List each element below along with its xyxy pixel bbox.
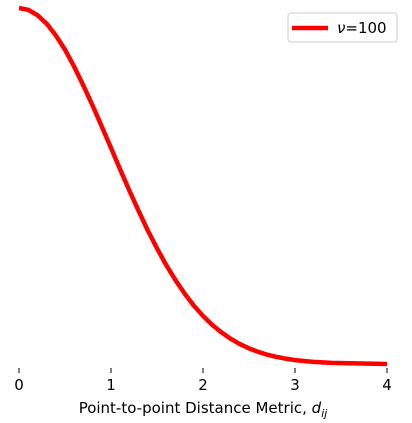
x-tick-label: 1 [106, 376, 116, 394]
x-tick-label: 0 [14, 376, 24, 394]
x-axis: 0 1 2 3 4 [14, 368, 392, 394]
x-tick-label: 2 [198, 376, 208, 394]
x-tick-label: 4 [382, 376, 392, 394]
legend: ν=100 [287, 12, 398, 43]
legend-label: ν=100 [337, 19, 387, 37]
legend-frame [287, 12, 398, 43]
x-tick-label: 3 [290, 376, 300, 394]
plot-area [18, 5, 388, 367]
series-line-nu-100 [18, 5, 388, 367]
x-axis-label: Point-to-point Distance Metric, dij [79, 399, 329, 420]
